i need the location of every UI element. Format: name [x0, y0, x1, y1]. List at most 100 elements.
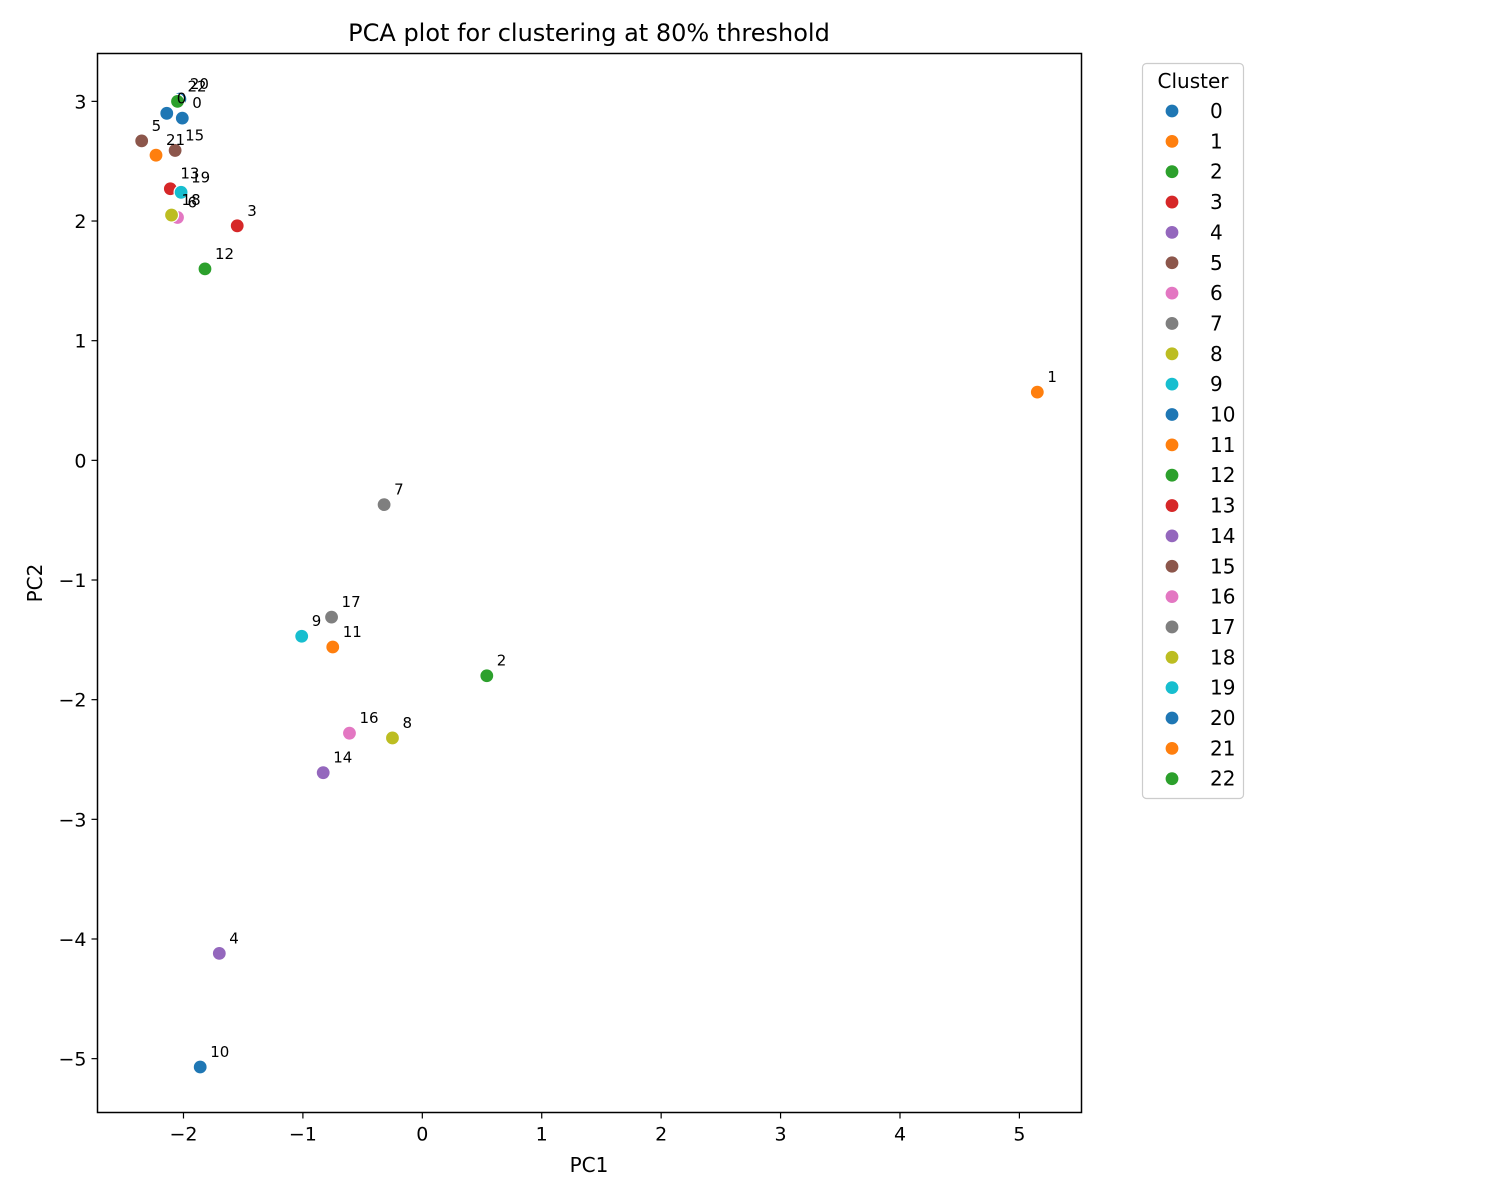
y-tick-label: 0	[74, 450, 86, 472]
y-tick-label: 2	[74, 211, 86, 233]
legend-marker-17	[1164, 619, 1180, 635]
legend-marker-4	[1164, 224, 1180, 240]
point-label: 4	[229, 929, 239, 947]
legend-marker-19	[1164, 680, 1180, 696]
legend-marker-15	[1164, 558, 1180, 574]
legend-label-1: 1	[1210, 129, 1223, 153]
legend-marker-11	[1164, 437, 1180, 453]
point-cluster-7	[376, 497, 392, 513]
legend-marker-16	[1164, 588, 1180, 605]
point-cluster-20	[174, 110, 190, 126]
legend-label-16: 16	[1210, 585, 1235, 609]
point-cluster-19	[173, 184, 189, 200]
legend-label-3: 3	[1210, 190, 1223, 214]
point-cluster-8	[384, 730, 401, 746]
point-cluster-10	[192, 1059, 208, 1075]
legend-label-4: 4	[1210, 220, 1223, 244]
point-label: 9	[312, 612, 322, 630]
point-cluster-0	[159, 105, 175, 121]
point-label: 22	[188, 77, 207, 95]
point-label: 20	[190, 75, 209, 93]
x-tick-label: −1	[289, 1124, 317, 1146]
legend-label-18: 18	[1210, 645, 1235, 669]
point-label: 5	[152, 117, 162, 135]
legend-marker-3	[1164, 194, 1180, 210]
point-cluster-9	[294, 628, 310, 644]
point-label: 11	[343, 623, 362, 641]
point-cluster-17	[323, 609, 340, 625]
legend-label-9: 9	[1210, 372, 1223, 396]
point-label: 17	[342, 593, 361, 611]
point-label: 7	[394, 481, 404, 499]
point-label: 12	[215, 245, 234, 263]
legend-marker-14	[1164, 528, 1180, 544]
chart-title: PCA plot for clustering at 80% threshold	[348, 19, 830, 47]
legend: Cluster 01234567891011121314151617181920…	[1141, 62, 1245, 800]
y-tick-label: −1	[58, 570, 86, 592]
x-tick-label: 2	[655, 1124, 667, 1146]
x-tick-label: 4	[894, 1124, 906, 1146]
legend-marker-21	[1164, 740, 1180, 756]
point-label: 0	[192, 94, 202, 112]
y-tick-label: −5	[58, 1049, 86, 1071]
legend-marker-7	[1164, 315, 1180, 332]
legend-label-21: 21	[1210, 736, 1235, 760]
legend-marker-5	[1164, 255, 1180, 271]
y-tick-label: −3	[58, 809, 86, 831]
y-axis-ticks: 3 2 1 0 −1 −2 −3 −4 −5	[58, 91, 98, 1071]
legend-label-8: 8	[1210, 342, 1223, 366]
point-cluster-14	[315, 765, 331, 781]
legend-label-6: 6	[1210, 281, 1223, 305]
legend-marker-6	[1164, 285, 1180, 301]
legend-marker-0	[1164, 103, 1180, 119]
point-label: 13	[180, 165, 199, 183]
y-tick-label: 3	[74, 91, 86, 113]
legend-label-0: 0	[1210, 99, 1223, 123]
point-cluster-3	[229, 218, 245, 234]
point-label: 3	[247, 202, 257, 220]
point-label: 10	[210, 1043, 229, 1061]
point-cluster-16	[341, 725, 358, 741]
legend-label-20: 20	[1210, 706, 1235, 730]
legend-label-17: 17	[1210, 615, 1235, 639]
legend-box	[1141, 62, 1245, 800]
legend-marker-12	[1164, 467, 1180, 483]
legend-marker-8	[1164, 346, 1180, 362]
point-cluster-21	[148, 147, 164, 163]
x-tick-label: −2	[169, 1124, 197, 1146]
legend-marker-20	[1164, 710, 1180, 726]
y-tick-label: −2	[58, 690, 86, 712]
point-cluster-22	[169, 93, 186, 109]
legend-label-11: 11	[1210, 433, 1235, 457]
point-cluster-15	[167, 142, 183, 159]
legend-marker-2	[1164, 164, 1180, 180]
point-label: 18	[182, 191, 201, 209]
point-label: 15	[185, 126, 204, 144]
x-tick-label: 5	[1013, 1124, 1025, 1146]
legend-label-22: 22	[1210, 767, 1235, 791]
legend-marker-10	[1164, 406, 1180, 423]
legend-label-2: 2	[1210, 160, 1223, 184]
data-points	[134, 91, 1045, 1075]
legend-label-19: 19	[1210, 676, 1235, 700]
point-label: 21	[166, 131, 185, 149]
y-axis-label: PC2	[23, 564, 47, 603]
point-cluster-4	[211, 945, 227, 961]
point-label: 14	[333, 749, 352, 767]
point-label: 16	[359, 709, 378, 727]
legend-marker-1	[1164, 133, 1180, 149]
point-cluster-12	[197, 261, 213, 277]
point-label: 2	[497, 652, 507, 670]
legend-marker-9	[1164, 376, 1180, 392]
x-tick-label: 1	[536, 1124, 548, 1146]
legend-label-14: 14	[1210, 524, 1235, 548]
point-label: 8	[402, 714, 412, 732]
y-tick-label: −4	[58, 929, 86, 951]
point-label: 6	[188, 193, 198, 211]
legend-label-10: 10	[1210, 403, 1235, 427]
legend-label-7: 7	[1210, 311, 1223, 335]
